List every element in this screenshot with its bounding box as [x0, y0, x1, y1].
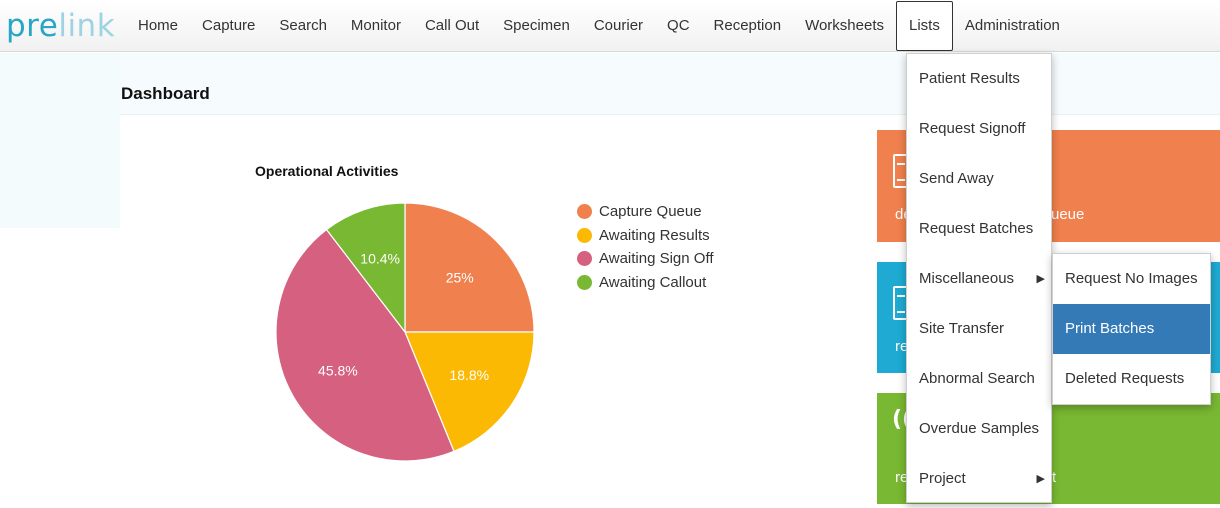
menu-item-label: Request Batches — [919, 220, 1034, 237]
legend-item-awaiting-results[interactable]: Awaiting Results — [577, 224, 714, 248]
page-header-band — [120, 53, 1220, 115]
nav-reception[interactable]: Reception — [713, 17, 782, 34]
chart-title: Operational Activities — [255, 163, 399, 179]
legend-item-awaiting-sign-off[interactable]: Awaiting Sign Off — [577, 247, 714, 271]
menu-item-send-away[interactable]: Send Away — [907, 154, 1051, 204]
nav-qc[interactable]: QC — [667, 17, 690, 34]
nav-lists[interactable]: Lists — [896, 1, 953, 51]
submenu-item-print-batches[interactable]: Print Batches — [1053, 304, 1210, 354]
menu-item-project[interactable]: Project ▶ — [907, 454, 1051, 504]
menu-item-label: Abnormal Search — [919, 370, 1035, 387]
nav-worksheets[interactable]: Worksheets — [805, 17, 884, 34]
page-background-left — [0, 53, 120, 228]
menu-item-label: Print Batches — [1065, 320, 1155, 337]
pie-data-label: 10.4% — [360, 251, 400, 267]
logo-text-pre: pre — [6, 8, 59, 44]
menu-item-label: Overdue Samples — [919, 420, 1040, 437]
legend-label: Awaiting Sign Off — [599, 250, 714, 268]
nav-search[interactable]: Search — [279, 17, 327, 34]
legend-item-capture-queue[interactable]: Capture Queue — [577, 200, 714, 224]
legend-swatch — [577, 204, 592, 220]
menu-item-miscellaneous[interactable]: Miscellaneous ▶ — [907, 254, 1051, 304]
chart-legend: Capture Queue Awaiting Results Awaiting … — [577, 200, 714, 294]
submenu-arrow-icon: ▶ — [1036, 273, 1045, 285]
menu-item-site-transfer[interactable]: Site Transfer — [907, 304, 1051, 354]
menu-item-label: Deleted Requests — [1065, 370, 1185, 387]
prelink-logo[interactable]: prelink — [6, 8, 115, 44]
nav-capture[interactable]: Capture — [202, 17, 256, 34]
nav-administration[interactable]: Administration — [964, 17, 1060, 34]
menu-item-request-signoff[interactable]: Request Signoff — [907, 104, 1051, 154]
nav-specimen[interactable]: Specimen — [503, 17, 570, 34]
menu-item-label: Patient Results — [919, 70, 1020, 87]
menu-item-abnormal-search[interactable]: Abnormal Search — [907, 354, 1051, 404]
top-navbar: prelink Home Capture Search Monitor Call… — [0, 0, 1220, 52]
menu-item-label: Site Transfer — [919, 320, 1005, 337]
pie-chart: 25% 18.8% 45.8% 10.4% — [275, 202, 535, 462]
menu-item-label: Miscellaneous — [919, 270, 1015, 287]
legend-label: Awaiting Results — [599, 226, 710, 244]
tile-label-left: re — [895, 469, 909, 486]
pie-slice-awaiting-sign-off[interactable] — [275, 228, 455, 462]
menu-item-request-batches[interactable]: Request Batches — [907, 204, 1051, 254]
nav-home[interactable]: Home — [138, 17, 179, 34]
nav-call-out[interactable]: Call Out — [424, 17, 480, 34]
nav-courier[interactable]: Courier — [593, 17, 644, 34]
logo-text-link: link — [58, 8, 116, 44]
legend-swatch — [577, 251, 592, 267]
menu-item-label: Send Away — [919, 170, 994, 187]
legend-swatch — [577, 227, 592, 243]
tile-label-right: ueue — [1051, 206, 1085, 223]
pie-data-label: 18.8% — [449, 367, 489, 383]
lists-dropdown-menu: Patient Results Request Signoff Send Awa… — [906, 53, 1052, 503]
submenu-item-request-no-images[interactable]: Request No Images — [1053, 254, 1210, 304]
legend-label: Capture Queue — [599, 203, 702, 221]
pie-slice-capture-queue[interactable] — [404, 202, 535, 333]
pie-slice-awaiting-results[interactable] — [404, 331, 535, 453]
pie-data-label: 25% — [446, 269, 474, 285]
page-title: Dashboard — [121, 84, 210, 103]
menu-item-label: Request No Images — [1065, 270, 1198, 287]
main-menu: Home Capture Search Monitor Call Out Spe… — [126, 0, 1072, 52]
tile-label-left: re — [895, 338, 909, 355]
menu-item-label: Project — [919, 470, 966, 487]
menu-item-label: Request Signoff — [919, 120, 1026, 137]
legend-label: Awaiting Callout — [599, 273, 707, 291]
submenu-arrow-icon: ▶ — [1036, 473, 1045, 485]
miscellaneous-submenu: Request No Images Print Batches Deleted … — [1052, 253, 1211, 405]
menu-item-overdue-samples[interactable]: Overdue Samples — [907, 404, 1051, 454]
legend-swatch — [577, 274, 592, 290]
submenu-item-deleted-requests[interactable]: Deleted Requests — [1053, 354, 1210, 404]
pie-data-label: 45.8% — [318, 363, 358, 379]
pie-slice-awaiting-callout[interactable] — [325, 202, 406, 334]
nav-monitor[interactable]: Monitor — [350, 17, 401, 34]
menu-item-patient-results[interactable]: Patient Results — [907, 54, 1051, 104]
tile-label-right: t — [1052, 469, 1057, 486]
legend-item-awaiting-callout[interactable]: Awaiting Callout — [577, 271, 714, 295]
